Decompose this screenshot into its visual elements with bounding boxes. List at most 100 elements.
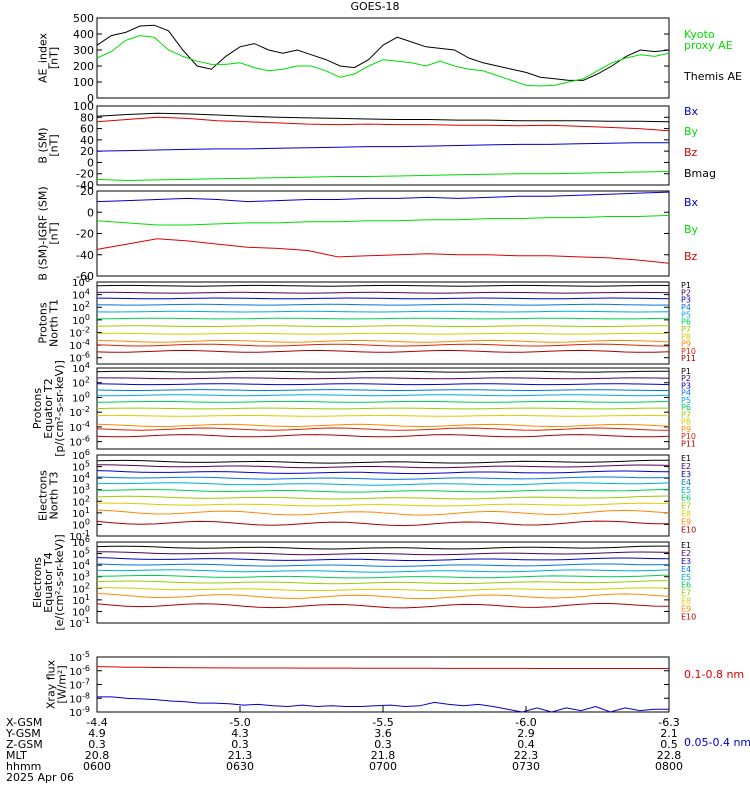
channel-line-e5 xyxy=(96,569,670,573)
x-tick-label: 21.3 xyxy=(228,749,253,762)
y-tick-label: 101 xyxy=(72,506,90,520)
series-line-0-1-0-8-nm xyxy=(96,666,669,669)
x-tick-label: 0630 xyxy=(226,760,254,773)
x-tick-label: 0.3 xyxy=(374,738,392,751)
y-axis-label: [p/(cm²-s-sr-keV)] xyxy=(53,360,66,457)
x-tick-label: 4.9 xyxy=(88,727,106,740)
y-axis-label: Protons xyxy=(37,302,50,343)
x-tick-label: -4.4 xyxy=(86,716,107,729)
legend-e4: E4 xyxy=(681,565,691,574)
legend-p8: P8 xyxy=(681,418,691,427)
series-line-by xyxy=(96,171,670,182)
y-tick-label: 10-6 xyxy=(69,351,90,365)
y-axis-label: North T3 xyxy=(48,472,61,520)
channel-line-p5 xyxy=(96,310,670,313)
legend-e8: E8 xyxy=(681,597,691,606)
y-axis-label: [nT] xyxy=(48,47,61,69)
panel-frame xyxy=(96,190,670,277)
channel-lines xyxy=(96,370,670,438)
panel-frame xyxy=(96,17,670,99)
legend-p8: P8 xyxy=(681,332,691,341)
x-tick-label: -6.3 xyxy=(658,716,679,729)
x-tick-label: 3.6 xyxy=(374,727,392,740)
channel-line-p4 xyxy=(96,303,670,306)
y-tick-label: 105 xyxy=(72,547,90,561)
legend-e9: E9 xyxy=(681,518,691,527)
legend-p5: P5 xyxy=(681,396,691,405)
panel-frame xyxy=(96,454,670,537)
y-tick-label: 300 xyxy=(73,44,94,57)
channel-line-e9 xyxy=(96,593,670,600)
legend-e7: E7 xyxy=(681,502,691,511)
y-tick-label: 104 xyxy=(72,361,90,375)
y-tick-label: 103 xyxy=(72,570,90,584)
channel-line-p4 xyxy=(96,389,669,391)
legend-e3: E3 xyxy=(681,470,691,479)
y-tick-label: -20 xyxy=(76,168,94,181)
channel-line-e4 xyxy=(96,563,670,567)
legend-e6: E6 xyxy=(681,494,691,503)
bottom-row-label: Y-GSM xyxy=(5,727,41,740)
legend-e3: E3 xyxy=(681,557,691,566)
legend-p1: P1 xyxy=(681,367,691,376)
channel-line-p5 xyxy=(96,394,670,397)
channel-line-e2 xyxy=(96,551,670,556)
channel-line-p9 xyxy=(96,423,670,428)
channel-line-p2 xyxy=(96,291,670,294)
x-tick-label: -6.0 xyxy=(515,716,536,729)
channel-line-e7 xyxy=(96,495,670,500)
y-tick-label: 200 xyxy=(73,60,94,73)
y-tick-label: 10-2 xyxy=(69,405,90,419)
y-tick-label: 100 xyxy=(72,390,90,404)
y-axis-label: Protons xyxy=(31,388,44,429)
y-tick-label: 106 xyxy=(72,535,90,549)
channel-line-p9 xyxy=(96,339,670,343)
x-tick-label: 22.8 xyxy=(657,749,682,762)
legend-e5: E5 xyxy=(681,486,691,495)
y-tick-label: 10-4 xyxy=(69,420,90,434)
channel-line-e10 xyxy=(96,520,669,527)
y-tick-label: 100 xyxy=(73,76,94,89)
y-tick-label: 105 xyxy=(72,460,90,474)
panel-frame xyxy=(96,281,670,365)
channel-line-e2 xyxy=(96,464,670,469)
legend-e10: E10 xyxy=(681,612,696,621)
y-ticks: 0 100 200 300 400 500 xyxy=(73,12,669,105)
channel-line-p8 xyxy=(96,332,670,335)
y-tick-label: 102 xyxy=(72,581,90,595)
legend: Bx By Bz Bmag xyxy=(684,105,716,180)
y-tick-label: 102 xyxy=(72,376,90,390)
channel-line-p1 xyxy=(96,370,670,373)
x-tick-label: 21.8 xyxy=(371,749,396,762)
y-axis-label: Equator T2 xyxy=(42,378,55,438)
channel-line-e6 xyxy=(96,574,670,579)
y-axis-label: B (SM)-IGRF (SM) xyxy=(37,186,50,280)
chart-title: GOES-18 xyxy=(350,0,400,13)
series-line-bz xyxy=(96,238,670,264)
y-tick-label: 10-6 xyxy=(69,664,90,678)
legend-p10: P10 xyxy=(681,432,696,441)
legend-p5: P5 xyxy=(681,310,691,319)
legend-entry: By xyxy=(684,223,699,236)
y-tick-label: 10-8 xyxy=(69,691,90,705)
x-tick-label: 0730 xyxy=(512,760,540,773)
panel-frame xyxy=(96,656,670,713)
series-line-bx xyxy=(96,191,670,203)
legend-p7: P7 xyxy=(681,410,691,419)
channel-lines xyxy=(96,545,670,609)
channel-line-p7 xyxy=(96,325,669,327)
channel-line-e8 xyxy=(96,587,670,592)
x-tick-label: 0600 xyxy=(83,760,111,773)
channel-line-p10 xyxy=(96,343,670,347)
x-tick-label: -5.5 xyxy=(372,716,393,729)
legend-e2: E2 xyxy=(681,462,691,471)
bottom-row-label: 2025 Apr 06 xyxy=(6,771,74,784)
x-tick-label: -5.0 xyxy=(229,716,250,729)
y-tick-label: 101 xyxy=(72,593,90,607)
